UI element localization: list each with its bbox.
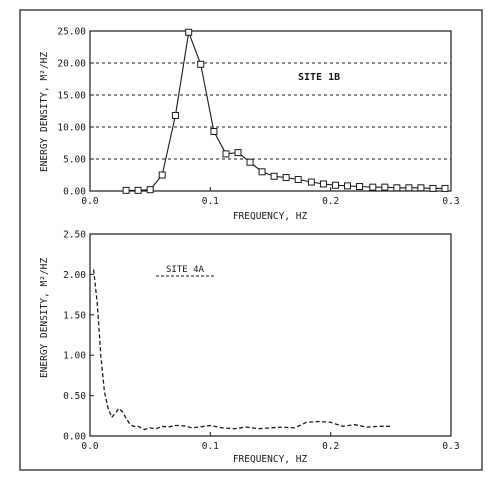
x-axis-title: FREQUENCY, HZ	[233, 211, 308, 222]
y-tick-label: 25.00	[57, 27, 86, 38]
chart-site-4a: 0.00 0.50 1.00 1.50 2.00 2.50 0.0 0.1 0.2 0.3 SI…	[39, 230, 460, 466]
x-tick-label: 0.2	[322, 196, 339, 207]
x-tick-label: 0.1	[202, 196, 219, 207]
gridlines	[90, 62, 451, 160]
y-tick-label: 20.00	[57, 59, 86, 70]
x-tick-label: 0.3	[442, 441, 459, 452]
y-tick-label: 1.00	[63, 351, 86, 362]
data-point-marker	[294, 175, 302, 183]
x-tick-labels: 0.0 0.1 0.2 0.3	[81, 432, 460, 452]
y-tick-label: 0.00	[63, 432, 86, 443]
data-point-marker	[405, 184, 413, 192]
x-tick-label: 0.0	[81, 196, 98, 207]
data-point-marker	[356, 183, 364, 191]
x-tick-label: 0.1	[202, 441, 219, 452]
figure-frame	[19, 9, 483, 471]
series-line	[126, 30, 445, 191]
data-point-marker	[210, 127, 218, 135]
y-tick-label: 0.50	[63, 391, 86, 402]
data-point-marker	[246, 158, 254, 166]
data-point-marker	[331, 181, 339, 189]
y-axis-title: ENERGY DENSITY, M²/HZ	[39, 52, 50, 172]
y-axis-title: ENERGY DENSITY, M²/HZ	[39, 258, 50, 378]
site-label: SITE 1B	[298, 72, 340, 83]
series-site-4a	[92, 269, 391, 431]
data-point-marker	[185, 28, 193, 36]
y-tick-label: 2.00	[63, 270, 86, 281]
y-tick-label: 0.00	[63, 187, 86, 198]
y-tick-label: 2.50	[63, 230, 86, 241]
x-tick-label: 0.3	[442, 196, 459, 207]
x-tick-labels: 0.0 0.1 0.2 0.3	[81, 187, 460, 207]
data-point-marker	[307, 178, 315, 186]
y-tick-labels: 0.00 0.50 1.00 1.50 2.00 2.50	[63, 230, 94, 443]
series-line	[92, 269, 391, 431]
plot-frame	[89, 233, 452, 437]
series-site-1b	[122, 28, 449, 194]
y-tick-labels: 0.00 5.00 10.00 15.00 20.00 25.00	[57, 27, 94, 198]
y-tick-label: 10.00	[57, 123, 86, 134]
data-point-marker	[134, 186, 142, 194]
data-point-marker	[258, 168, 266, 176]
data-point-marker	[417, 184, 425, 192]
data-point-marker	[429, 184, 437, 192]
x-tick-label: 0.2	[322, 441, 339, 452]
data-point-marker	[393, 184, 401, 192]
data-point-marker	[369, 183, 377, 191]
data-point-marker	[282, 174, 290, 182]
data-point-marker	[171, 111, 179, 119]
data-point-marker	[319, 180, 327, 188]
data-point-marker	[441, 184, 449, 192]
data-point-marker	[381, 183, 389, 191]
data-point-marker	[344, 182, 352, 190]
y-tick-label: 1.50	[63, 310, 86, 321]
y-tick-label: 15.00	[57, 91, 86, 102]
data-point-marker	[197, 60, 205, 68]
x-axis-title: FREQUENCY, HZ	[233, 454, 308, 465]
plot-frame	[89, 30, 452, 192]
data-point-marker	[146, 186, 154, 194]
x-tick-label: 0.0	[81, 441, 98, 452]
data-point-marker	[122, 186, 130, 194]
site-label: SITE 4A	[166, 265, 205, 275]
data-point-marker	[270, 172, 278, 180]
data-point-marker	[222, 150, 230, 158]
y-tick-label: 5.00	[63, 155, 86, 166]
data-point-marker	[234, 149, 242, 157]
data-point-marker	[158, 171, 166, 179]
